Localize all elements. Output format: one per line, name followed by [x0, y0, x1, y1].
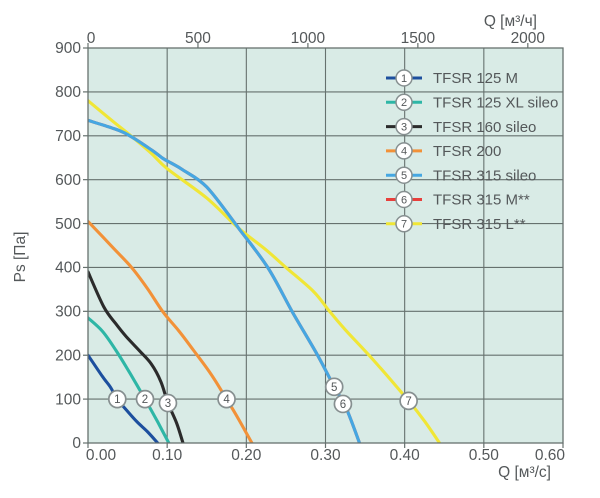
marker-number: 4	[223, 394, 230, 406]
y-tick-label: 200	[55, 347, 81, 364]
curve-tfsr-160-sileo	[88, 270, 185, 443]
legend-number-circle	[395, 93, 413, 112]
marker-circle	[333, 394, 353, 414]
marker-circle	[158, 393, 178, 413]
curve-marker-6: 6	[333, 394, 353, 414]
marker-number: 6	[340, 399, 346, 411]
curve-marker-5: 5	[324, 377, 344, 397]
y-tick-label: 500	[55, 216, 81, 233]
curve-marker-7: 7	[399, 391, 418, 411]
legend-label: TFSR 315 L**	[433, 216, 526, 233]
marker-number: 1	[114, 394, 120, 406]
legend-number: 6	[401, 194, 407, 206]
legend-item-6: 6 TFSR 315 M**	[386, 190, 530, 209]
bottom-tick-label: 0.30	[310, 447, 341, 464]
top-axis-unit-label: Q [м³/ч]	[484, 13, 537, 30]
marker-circle	[399, 391, 418, 411]
legend-number-circle	[395, 142, 413, 160]
marker-circle	[217, 389, 236, 409]
legend-label: TFSR 125 M	[433, 70, 518, 87]
legend-item-1: 1 TFSR 125 M	[386, 69, 518, 87]
curve-marker-3: 3	[158, 393, 178, 413]
legend-item-3: 3 TFSR 160 sileo	[386, 117, 536, 136]
axis-ticks	[83, 43, 564, 448]
marker-circle	[324, 377, 344, 397]
top-tick-label: 1000	[291, 30, 326, 47]
legend-number: 2	[401, 97, 407, 109]
axis-tick-labels: 0 100 200 300 400 500 600 700 800 900 0 500 1000 1500…	[55, 30, 565, 464]
marker-number: 3	[165, 398, 171, 410]
curve-marker-2: 2	[135, 389, 155, 409]
legend-label: TFSR 315 sileo	[433, 167, 536, 184]
legend-number-circle	[395, 215, 413, 233]
marker-number: 7	[405, 396, 411, 408]
legend-number-circle	[395, 117, 413, 136]
legend-label: TFSR 315 M**	[433, 192, 530, 209]
bottom-tick-label: 0.00	[86, 447, 117, 464]
legend-number-circle	[395, 166, 413, 184]
y-axis-unit-label: Ps [Па]	[12, 232, 29, 283]
top-tick-label: 2000	[511, 30, 546, 47]
bottom-tick-label: 0.60	[535, 447, 566, 464]
curve-tfsr-125-xl-sileo	[88, 316, 171, 443]
legend-number: 3	[401, 121, 407, 133]
top-tick-label: 1500	[401, 30, 436, 47]
curve-marker-1: 1	[107, 389, 127, 409]
legend-label: TFSR 200	[433, 143, 501, 160]
legend-number: 4	[401, 146, 407, 158]
y-tick-label: 600	[55, 172, 81, 189]
marker-number: 5	[331, 382, 337, 394]
y-tick-label: 900	[55, 40, 81, 57]
gridlines	[88, 48, 563, 443]
curve-number-markers: 1 2 3 4 56 7	[107, 377, 418, 414]
legend-item-2: 2 TFSR 125 XL sileo	[386, 93, 558, 112]
legend-number-circle	[395, 190, 413, 209]
legend-number: 1	[401, 73, 407, 85]
legend-item-4: 4 TFSR 200	[386, 142, 501, 160]
legend-item-5: 5 TFSR 315 sileo	[386, 166, 536, 184]
top-tick-label: 500	[185, 30, 211, 47]
y-tick-label: 0	[72, 435, 81, 452]
y-tick-label: 400	[55, 260, 81, 277]
marker-circle	[107, 389, 127, 409]
y-tick-label: 700	[55, 128, 81, 145]
legend-item-7: 7 TFSR 315 L**	[386, 215, 526, 233]
legend-number: 5	[401, 170, 407, 182]
legend: 1 TFSR 125 M 2 TFSR 125 XL sileo 3 TFSR 160 s…	[386, 69, 558, 233]
y-tick-label: 300	[55, 304, 81, 321]
marker-circle	[135, 389, 155, 409]
y-tick-label: 800	[55, 84, 81, 101]
marker-number: 2	[142, 394, 148, 406]
top-tick-label: 0	[87, 30, 96, 47]
curve-marker-4: 4	[217, 389, 236, 409]
bottom-axis-unit-label: Q [м³/с]	[498, 464, 551, 481]
y-tick-label: 100	[55, 391, 81, 408]
legend-number-circle	[395, 69, 413, 87]
legend-number: 7	[401, 219, 407, 231]
legend-label: TFSR 160 sileo	[433, 119, 536, 136]
bottom-tick-label: 0.50	[469, 447, 500, 464]
legend-label: TFSR 125 XL sileo	[433, 95, 558, 112]
bottom-tick-label: 0.20	[231, 447, 262, 464]
bottom-tick-label: 0.10	[152, 447, 183, 464]
bottom-tick-label: 0.40	[390, 447, 421, 464]
